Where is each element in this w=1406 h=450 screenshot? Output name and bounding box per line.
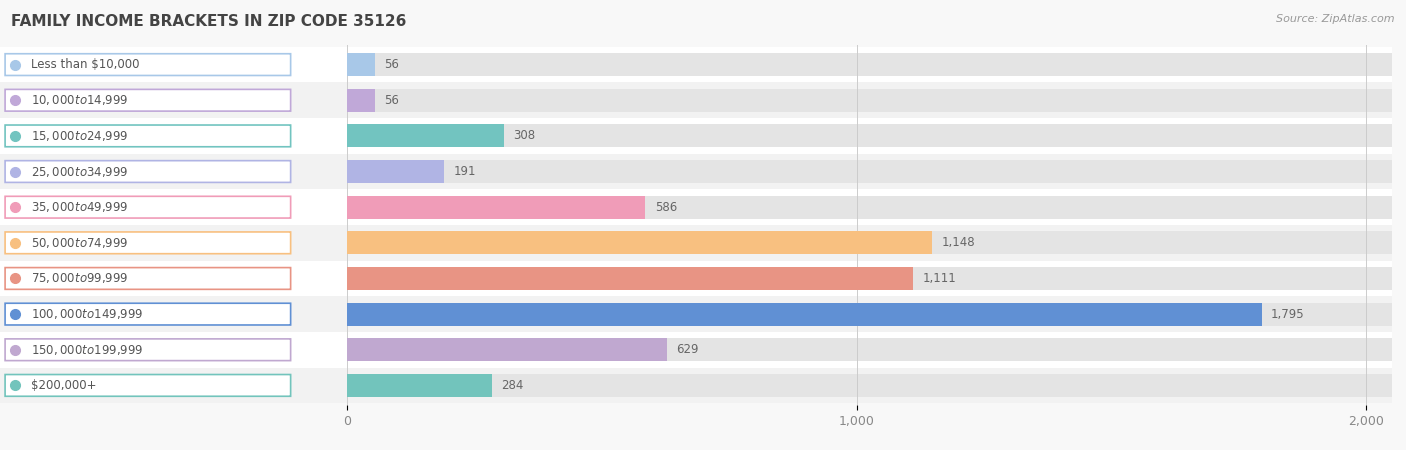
Bar [0, 261, 1392, 296]
Bar [347, 160, 1392, 183]
Bar [347, 53, 375, 76]
Text: Source: ZipAtlas.com: Source: ZipAtlas.com [1277, 14, 1395, 23]
Bar [0, 368, 1392, 403]
FancyBboxPatch shape [6, 125, 291, 147]
Text: FAMILY INCOME BRACKETS IN ZIP CODE 35126: FAMILY INCOME BRACKETS IN ZIP CODE 35126 [11, 14, 406, 28]
Text: 56: 56 [384, 94, 399, 107]
Bar [0, 118, 1392, 154]
FancyBboxPatch shape [6, 339, 291, 360]
Bar [347, 374, 1392, 397]
Bar [0, 189, 1392, 225]
Bar [347, 196, 1392, 219]
FancyBboxPatch shape [6, 161, 291, 182]
Text: 191: 191 [453, 165, 475, 178]
Text: 1,111: 1,111 [922, 272, 956, 285]
Text: 56: 56 [384, 58, 399, 71]
Text: $15,000 to $24,999: $15,000 to $24,999 [31, 129, 128, 143]
Bar [347, 196, 645, 219]
Text: 284: 284 [501, 379, 523, 392]
Bar [347, 160, 444, 183]
Text: 308: 308 [513, 130, 536, 142]
FancyBboxPatch shape [6, 303, 291, 325]
Text: 1,795: 1,795 [1271, 308, 1305, 320]
FancyBboxPatch shape [6, 232, 291, 254]
Bar [347, 267, 1392, 290]
FancyBboxPatch shape [6, 268, 291, 289]
Bar [347, 53, 1392, 76]
Bar [347, 89, 1392, 112]
Text: $50,000 to $74,999: $50,000 to $74,999 [31, 236, 128, 250]
Bar [0, 47, 1392, 82]
Bar [0, 82, 1392, 118]
Bar [347, 374, 492, 397]
Bar [347, 338, 668, 361]
FancyBboxPatch shape [6, 196, 291, 218]
Text: $150,000 to $199,999: $150,000 to $199,999 [31, 343, 143, 357]
Text: 629: 629 [676, 343, 699, 356]
Text: Less than $10,000: Less than $10,000 [31, 58, 139, 71]
Text: 1,148: 1,148 [941, 236, 974, 249]
FancyBboxPatch shape [6, 374, 291, 396]
Text: $10,000 to $14,999: $10,000 to $14,999 [31, 93, 128, 107]
Text: $200,000+: $200,000+ [31, 379, 96, 392]
Text: $100,000 to $149,999: $100,000 to $149,999 [31, 307, 143, 321]
Text: 586: 586 [655, 201, 676, 214]
Bar [347, 89, 375, 112]
Bar [347, 231, 1392, 254]
FancyBboxPatch shape [6, 90, 291, 111]
Bar [347, 338, 1392, 361]
FancyBboxPatch shape [6, 54, 291, 76]
Text: $75,000 to $99,999: $75,000 to $99,999 [31, 271, 128, 285]
Bar [0, 296, 1392, 332]
Bar [0, 332, 1392, 368]
Bar [347, 124, 1392, 148]
Text: $35,000 to $49,999: $35,000 to $49,999 [31, 200, 128, 214]
Bar [347, 302, 1263, 326]
Bar [347, 124, 503, 148]
Text: $25,000 to $34,999: $25,000 to $34,999 [31, 165, 128, 179]
Bar [0, 225, 1392, 261]
Bar [347, 231, 932, 254]
Bar [347, 267, 912, 290]
Bar [347, 302, 1392, 326]
Bar [0, 154, 1392, 189]
